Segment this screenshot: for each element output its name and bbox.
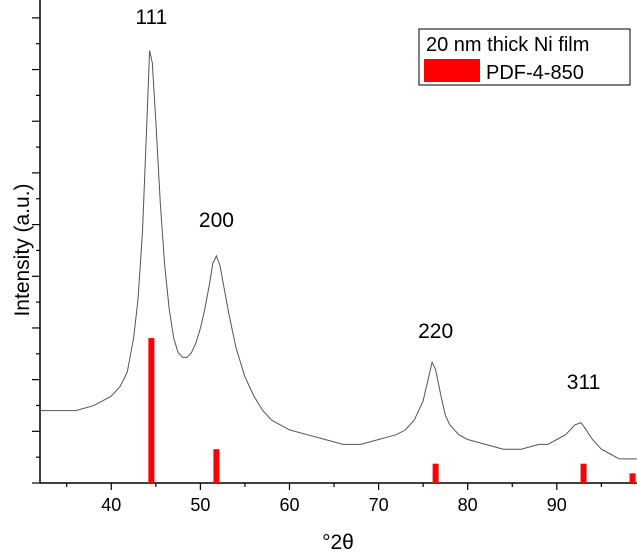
x-axis-ticks: 40 50 60 70 80 90: [66, 483, 602, 515]
reference-bar: [213, 449, 220, 483]
x-tick-label: 60: [279, 495, 299, 515]
legend-label-ni-film: 20 nm thick Ni film: [426, 34, 589, 56]
x-tick-label: 50: [190, 495, 210, 515]
peak-label-200: 200: [199, 209, 234, 232]
reference-bar: [580, 463, 587, 483]
series-line-ni-film: [40, 50, 637, 460]
reference-bars: [148, 338, 636, 483]
peak-annotations: 111 200 220 311: [135, 6, 600, 394]
y-axis-label: Intensity (a.u.): [11, 183, 34, 316]
peak-label-220: 220: [418, 320, 453, 343]
x-tick-label: 90: [547, 495, 567, 515]
legend-box: [418, 28, 631, 86]
reference-bar: [432, 463, 439, 483]
x-tick-label: 70: [369, 495, 389, 515]
x-tick-label: 80: [458, 495, 478, 515]
x-axis-label: °2θ: [322, 531, 354, 554]
x-tick-label: 40: [101, 495, 121, 515]
plot-frame: [39, 0, 637, 484]
reference-bar: [629, 473, 636, 483]
peak-label-311: 311: [567, 371, 600, 394]
legend-swatch-pdf: [424, 59, 480, 82]
y-axis-ticks: [32, 17, 40, 484]
legend: 20 nm thick Ni film PDF-4-850: [418, 28, 631, 86]
legend-label-pdf: PDF-4-850: [486, 62, 584, 84]
peak-label-111: 111: [135, 6, 167, 29]
reference-bar: [148, 338, 155, 483]
